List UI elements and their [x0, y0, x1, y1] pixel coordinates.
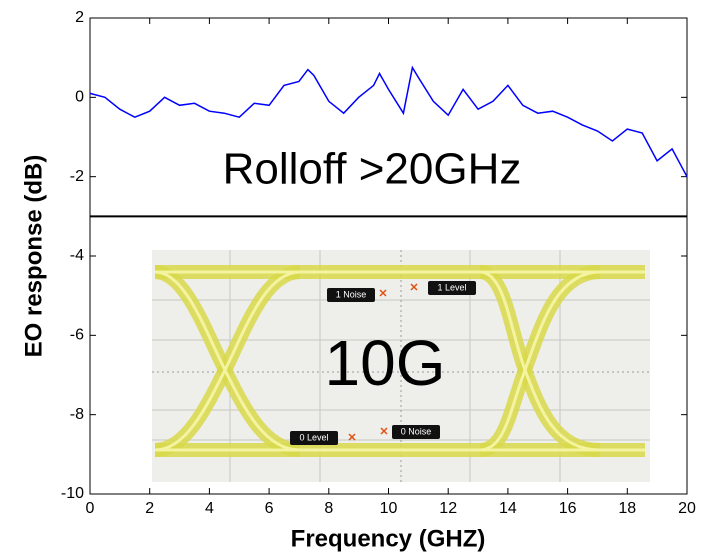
y-tick-label: 2	[75, 9, 84, 26]
x-tick-label: 12	[439, 500, 457, 517]
y-tick-label: -6	[70, 327, 84, 344]
chart: Rolloff >20GHz 10G EO response (dB) Freq…	[0, 0, 706, 555]
x-tick-label: 16	[559, 500, 577, 517]
eye-label: 1 Level	[437, 282, 466, 292]
y-tick-label: -10	[61, 485, 84, 502]
y-tick-label: -4	[70, 247, 84, 264]
x-tick-label: 10	[380, 500, 398, 517]
x-tick-label: 14	[499, 500, 517, 517]
annotation: Rolloff >20GHz	[223, 145, 522, 194]
x-tick-label: 0	[86, 500, 95, 517]
x-tick-label: 8	[324, 500, 333, 517]
eye-label: 1 Noise	[336, 289, 367, 299]
y-tick-label: -8	[70, 406, 84, 423]
y-tick-label: 0	[75, 89, 84, 106]
x-tick-label: 6	[265, 500, 274, 517]
y-tick-label: -2	[70, 168, 84, 185]
x-axis-label: Frequency (GHZ)	[291, 525, 486, 552]
inset-label: 10G	[325, 327, 446, 399]
x-tick-label: 2	[145, 500, 154, 517]
eye-label: 0 Level	[299, 432, 328, 442]
eye-label: 0 Noise	[401, 426, 432, 436]
y-axis-label: EO response (dB)	[20, 155, 47, 358]
page: Rolloff >20GHz 10G EO response (dB) Freq…	[0, 0, 706, 560]
x-tick-label: 20	[678, 500, 696, 517]
x-tick-label: 4	[205, 500, 214, 517]
x-tick-label: 18	[618, 500, 636, 517]
